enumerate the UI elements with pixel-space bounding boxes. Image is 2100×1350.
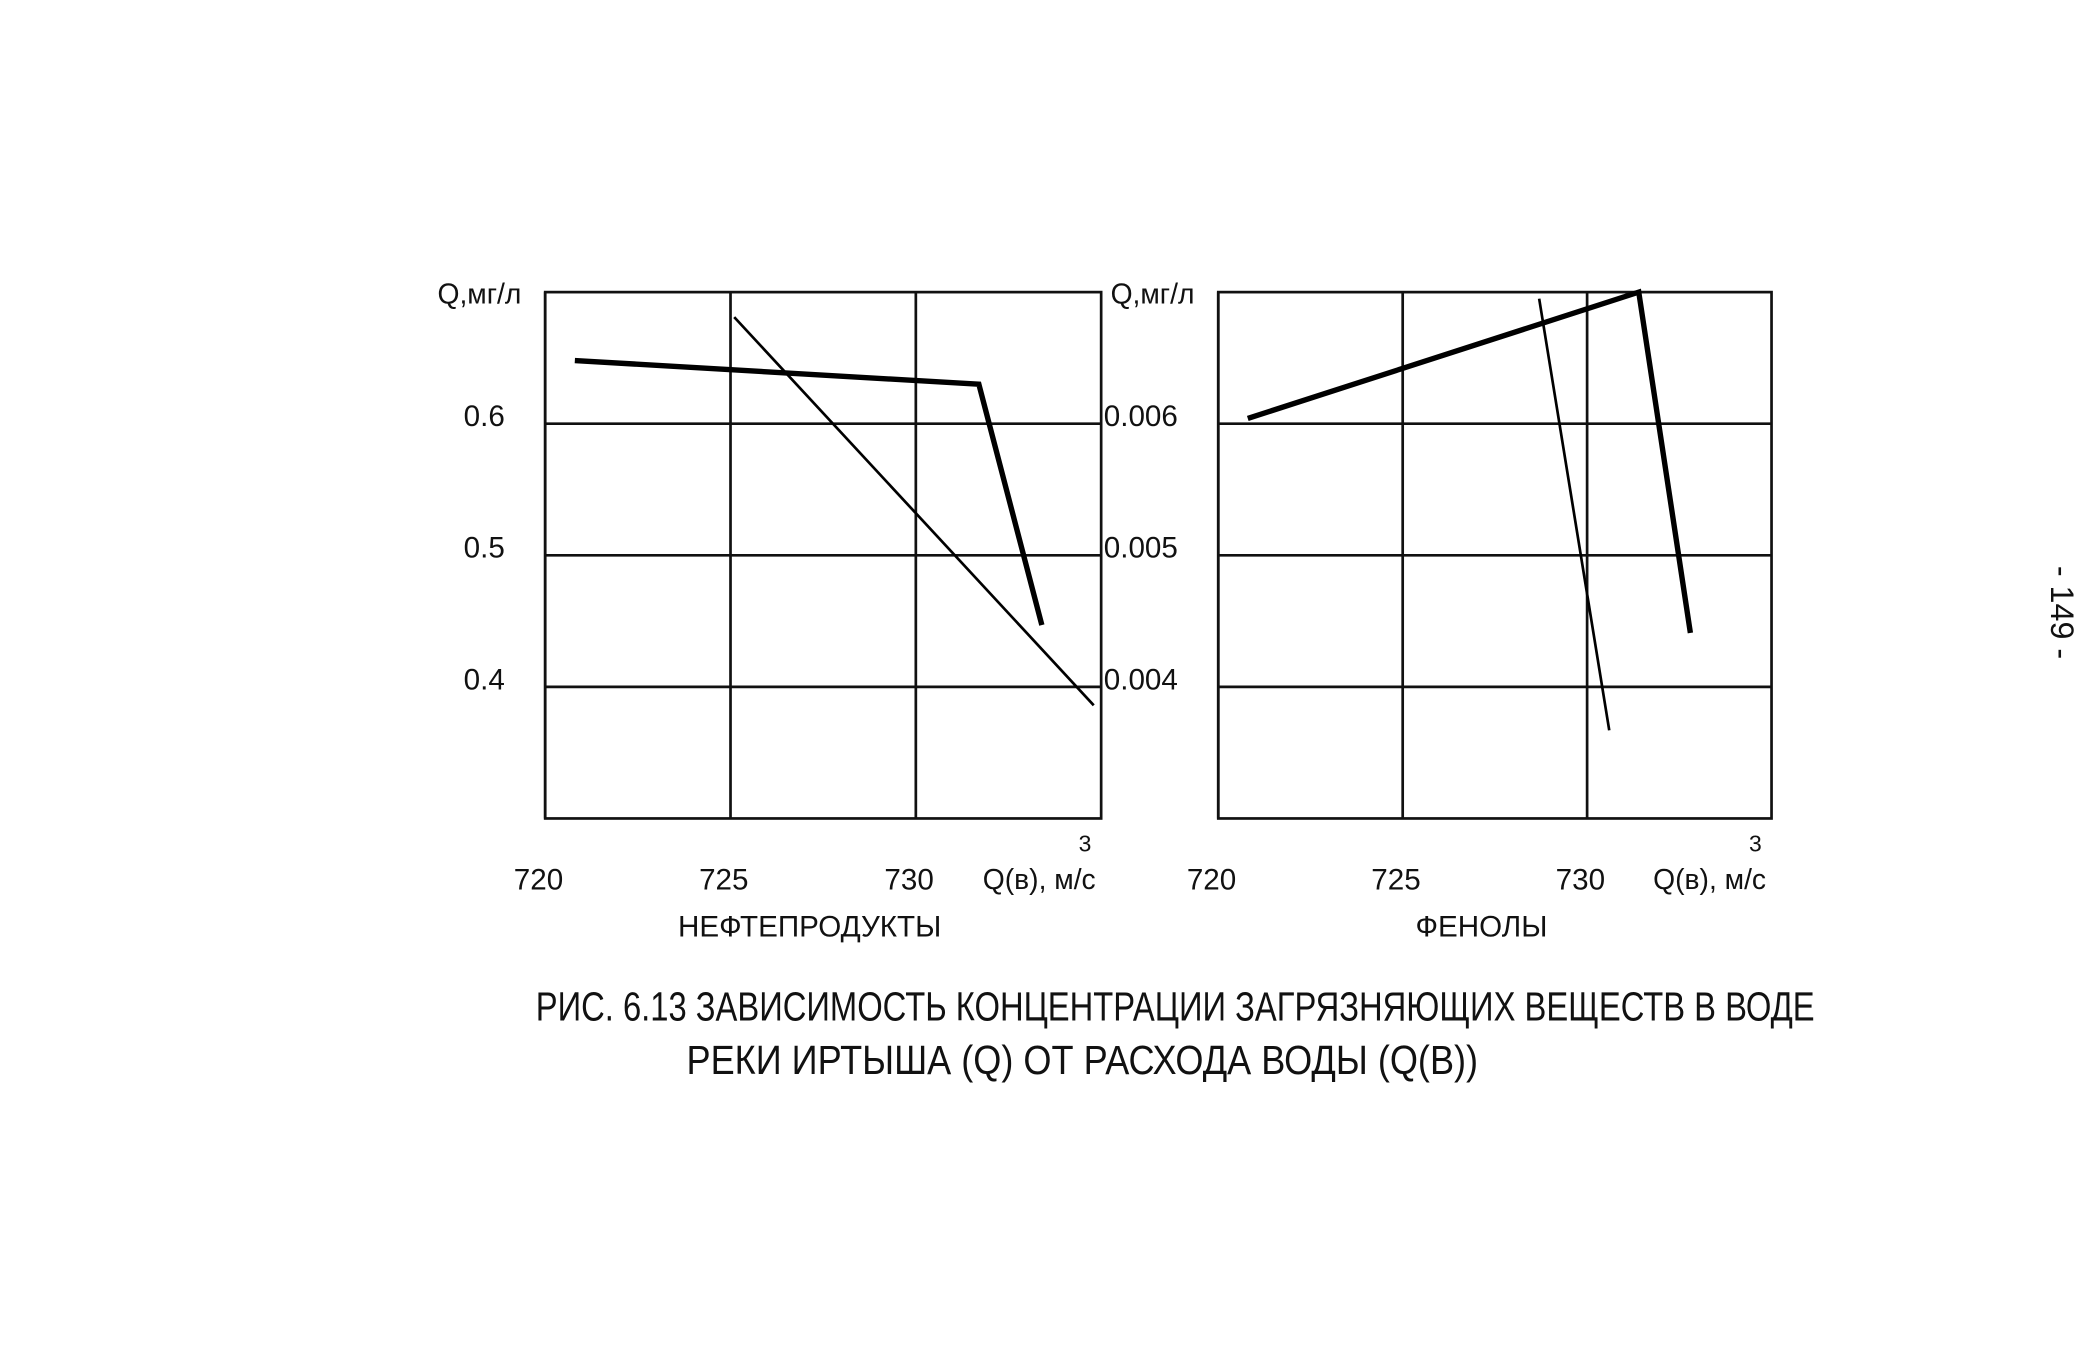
x-axis-label-sup: 3	[1749, 830, 1762, 856]
data-line	[733, 316, 1095, 707]
x-tick-label: 730	[884, 864, 933, 897]
y-tick-label: 0.5	[464, 532, 505, 565]
data-line	[1246, 288, 1694, 634]
x-tick-label: 725	[1371, 864, 1420, 897]
x-axis-label-sup: 3	[1079, 830, 1092, 856]
x-tick-label: 730	[1556, 864, 1605, 897]
y-axis-label: Q,мг/л	[1111, 278, 1195, 310]
y-tick-label: 0.006	[1104, 400, 1178, 433]
x-tick-label: 725	[699, 864, 748, 897]
data-line	[1537, 298, 1611, 731]
caption-line: РИС. 6.13 ЗАВИСИМОСТЬ КОНЦЕНТРАЦИИ ЗАГРЯ…	[536, 983, 1815, 1029]
y-tick-label: 0.004	[1104, 663, 1178, 696]
y-axis-label: Q,мг/л	[438, 278, 522, 310]
y-tick-label: 0.4	[464, 663, 505, 696]
chart-title: НЕФТЕПРОДУКТЫ	[678, 911, 941, 944]
data-line	[574, 357, 1045, 626]
y-tick-label: 0.6	[464, 400, 505, 433]
x-tick-label: 720	[514, 864, 563, 897]
x-axis-label: Q(в), м/с	[1653, 863, 1766, 895]
y-tick-label: 0.005	[1104, 532, 1178, 565]
x-axis-label: Q(в), м/с	[983, 863, 1096, 895]
chart-title: ФЕНОЛЫ	[1415, 911, 1547, 944]
page-number: - 149 -	[2044, 566, 2080, 659]
x-tick-label: 720	[1187, 864, 1236, 897]
caption-line: РЕКИ ИРТЫША (Q) ОТ РАСХОДА ВОДЫ (Q(В))	[687, 1037, 1479, 1083]
